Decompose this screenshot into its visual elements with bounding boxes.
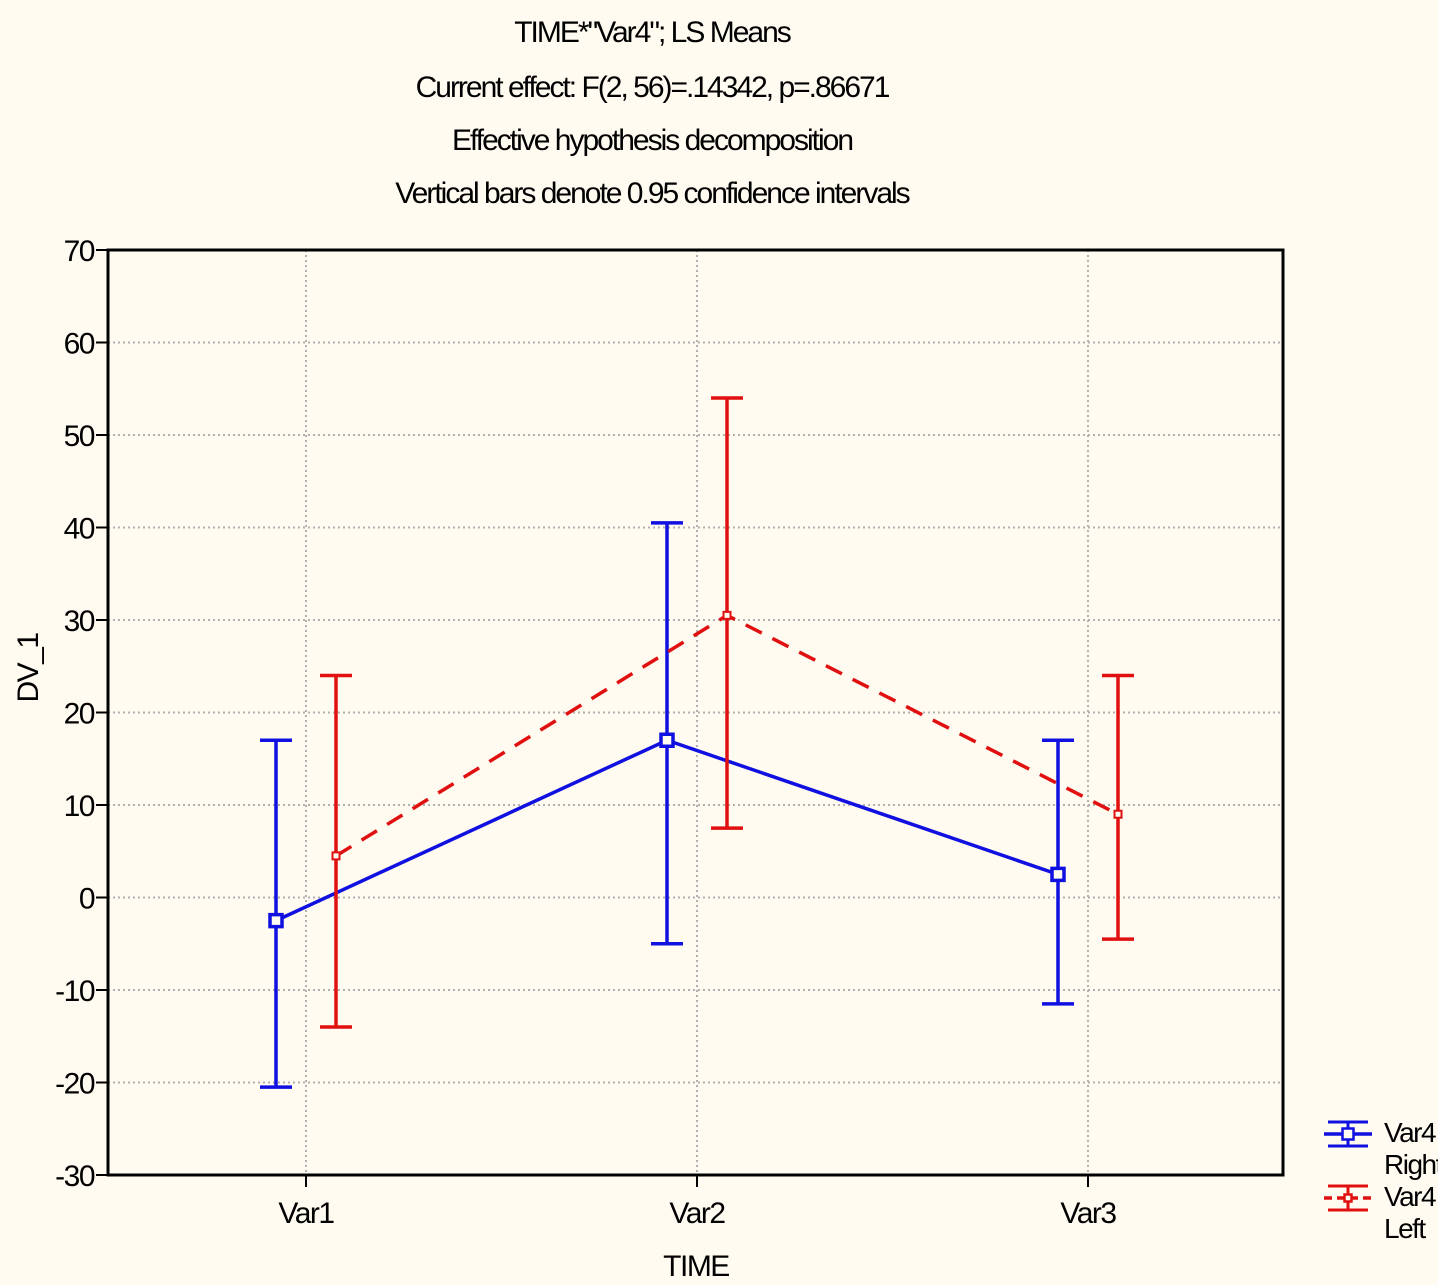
title-line-3: Effective hypothesis decomposition — [452, 124, 852, 157]
y-tick-label: 50 — [64, 420, 95, 453]
plot-series — [260, 396, 1134, 1089]
y-tick-label: 40 — [64, 513, 95, 546]
title-line-4: Vertical bars denote 0.95 confidence int… — [395, 177, 909, 210]
series-right — [260, 521, 1074, 1089]
x-axis: Var1 Var2 Var3 — [278, 1175, 1118, 1230]
y-tick-label: -10 — [55, 975, 95, 1008]
legend-swatch-marker — [1341, 1127, 1355, 1141]
y-tick-label: -30 — [55, 1160, 95, 1193]
y-tick-label: 20 — [64, 698, 95, 731]
y-tick-label: 10 — [64, 790, 95, 823]
data-point-marker — [1113, 809, 1123, 819]
x-tick-label: Var2 — [669, 1197, 725, 1230]
legend-swatch-marker — [1343, 1193, 1353, 1203]
y-tick-label: -20 — [55, 1068, 95, 1101]
x-tick-label: Var1 — [278, 1197, 334, 1230]
y-tick-label: 0 — [79, 883, 95, 916]
legend-label: Var4 — [1384, 1181, 1436, 1212]
y-tick-label: 70 — [64, 235, 95, 268]
y-tick-label: 30 — [64, 605, 95, 638]
y-tick-label: 60 — [64, 328, 95, 361]
chart-title: TIME*"Var4"; LS Means Current effect: F(… — [395, 16, 911, 210]
legend-label: Right — [1384, 1149, 1438, 1180]
legend-label: Left — [1384, 1213, 1426, 1244]
y-axis: -30 -20 -10 0 10 20 30 40 50 60 70 — [55, 235, 108, 1193]
data-point-marker — [268, 912, 284, 929]
data-point-marker — [659, 732, 675, 748]
data-point-marker — [331, 851, 341, 861]
x-tick-label: Var3 — [1060, 1197, 1116, 1230]
y-axis-label: DV_1 — [12, 633, 45, 703]
data-point-marker — [722, 610, 732, 620]
data-point-marker — [1050, 866, 1066, 883]
series-left — [320, 396, 1134, 1029]
x-axis-label: TIME — [663, 1250, 729, 1283]
legend-label: Var4 — [1384, 1117, 1436, 1148]
plot-frame — [106, 248, 1285, 1177]
title-line-1: TIME*"Var4"; LS Means — [514, 16, 791, 49]
title-line-2: Current effect: F(2, 56)=.14342, p=.8667… — [416, 71, 890, 104]
grid — [108, 250, 1283, 1175]
